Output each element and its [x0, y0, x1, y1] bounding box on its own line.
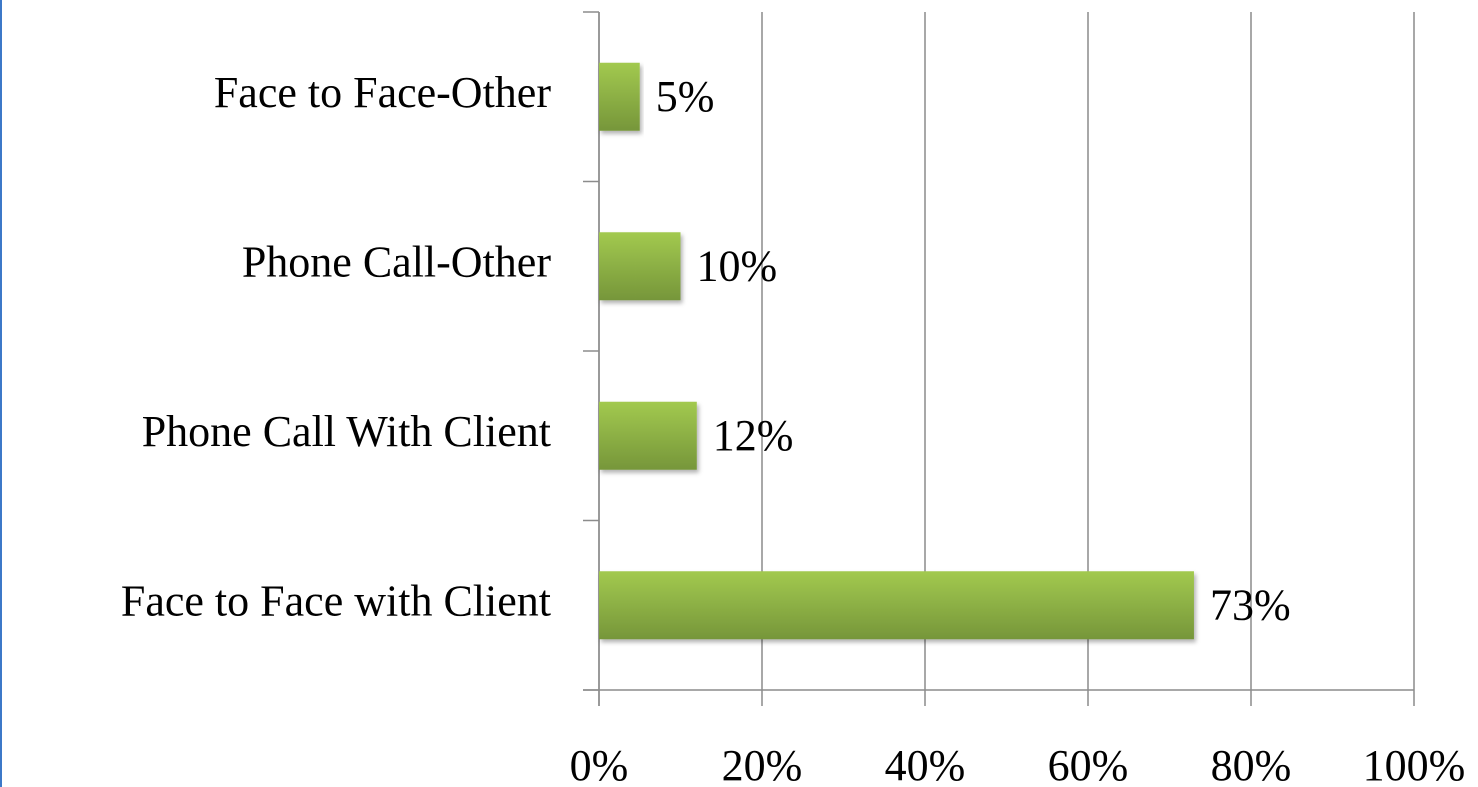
- x-tick-label: 20%: [722, 741, 803, 787]
- bar: [599, 62, 640, 131]
- y-tick-label: Face to Face with Client: [121, 576, 551, 625]
- bar: [599, 571, 1194, 640]
- y-tick-label: Phone Call With Client: [142, 407, 551, 456]
- x-tick-label: 80%: [1211, 741, 1292, 787]
- x-tick-label: 100%: [1363, 741, 1466, 787]
- value-label: 12%: [713, 411, 794, 460]
- bar: [599, 401, 697, 470]
- value-label: 5%: [656, 72, 715, 121]
- bar: [599, 232, 681, 301]
- y-tick-label: Phone Call-Other: [242, 237, 552, 286]
- value-label: 73%: [1210, 580, 1291, 629]
- x-tick-label: 0%: [570, 741, 629, 787]
- y-tick-label: Face to Face-Other: [214, 68, 552, 117]
- x-tick-label: 60%: [1048, 741, 1129, 787]
- x-tick-label: 40%: [885, 741, 966, 787]
- value-label: 10%: [697, 241, 778, 290]
